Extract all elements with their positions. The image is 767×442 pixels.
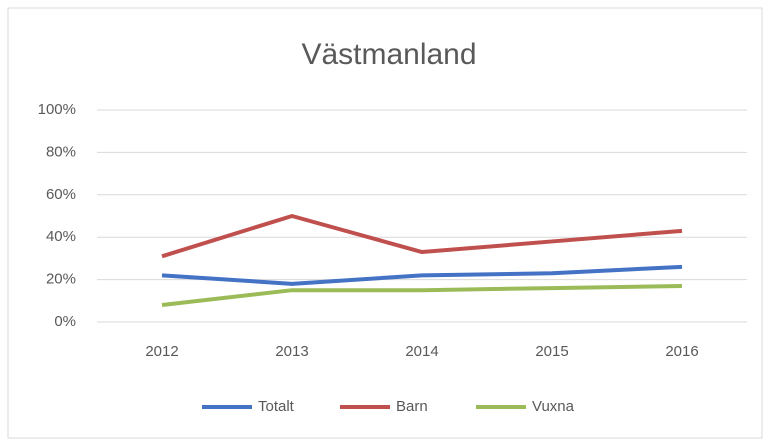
y-tick-label: 60% — [46, 186, 76, 203]
y-tick-label: 100% — [38, 101, 76, 118]
y-tick-label: 80% — [46, 143, 76, 160]
y-tick-label: 20% — [46, 271, 76, 288]
x-tick-label: 2012 — [145, 343, 178, 360]
y-tick-label: 40% — [46, 228, 76, 245]
series-line — [161, 264, 683, 286]
chart-frame — [7, 7, 763, 439]
legend-label: Totalt — [258, 398, 295, 415]
x-tick-label: 2015 — [535, 343, 568, 360]
legend-label: Vuxna — [532, 398, 575, 415]
x-tick-label: 2014 — [405, 343, 438, 360]
series-line — [161, 214, 683, 259]
chart-title: Västmanland — [301, 38, 476, 71]
y-tick-label: 0% — [54, 313, 76, 330]
legend-label: Barn — [396, 398, 428, 415]
series-line — [161, 283, 683, 308]
x-tick-label: 2013 — [275, 343, 308, 360]
x-tick-label: 2016 — [665, 343, 698, 360]
